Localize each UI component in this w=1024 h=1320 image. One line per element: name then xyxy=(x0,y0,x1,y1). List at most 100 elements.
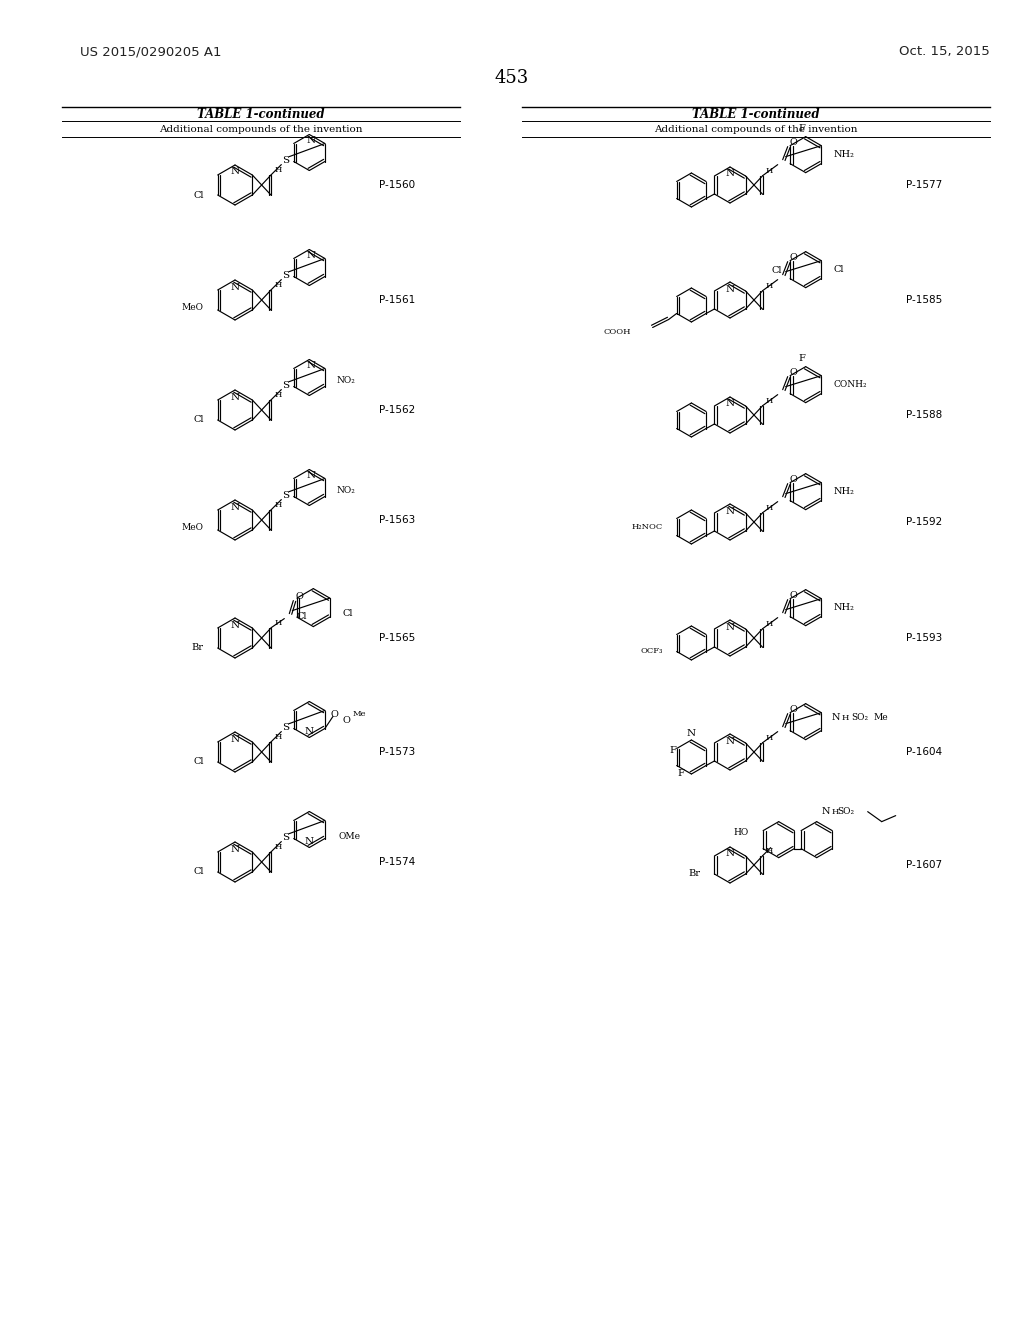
Text: O: O xyxy=(295,593,303,601)
Text: F: F xyxy=(678,768,685,777)
Text: P-1604: P-1604 xyxy=(906,747,942,756)
Text: P-1593: P-1593 xyxy=(906,634,942,643)
Text: H₂NOC: H₂NOC xyxy=(631,523,663,531)
Text: S: S xyxy=(282,156,289,165)
Text: OMe: OMe xyxy=(339,832,360,841)
Text: P-1585: P-1585 xyxy=(906,294,942,305)
Text: N: N xyxy=(230,734,240,743)
Text: H: H xyxy=(274,281,282,289)
Text: H: H xyxy=(766,166,773,174)
Text: H: H xyxy=(274,619,282,627)
Text: P-1577: P-1577 xyxy=(906,180,942,190)
Text: P-1573: P-1573 xyxy=(379,747,415,756)
Text: N: N xyxy=(305,837,314,846)
Text: TABLE 1-continued: TABLE 1-continued xyxy=(692,107,820,120)
Text: S: S xyxy=(282,271,289,280)
Text: H: H xyxy=(842,714,849,722)
Text: N: N xyxy=(230,168,240,177)
Text: P-1562: P-1562 xyxy=(379,405,415,414)
Text: O: O xyxy=(790,139,798,147)
Text: N: N xyxy=(725,507,734,516)
Text: N: N xyxy=(307,251,315,260)
Text: MeO: MeO xyxy=(181,304,204,313)
Text: S: S xyxy=(282,491,289,500)
Text: O: O xyxy=(790,475,798,484)
Text: 453: 453 xyxy=(495,69,529,87)
Text: NH₂: NH₂ xyxy=(834,150,855,160)
Text: N: N xyxy=(307,136,315,145)
Text: N: N xyxy=(230,503,240,511)
Text: N: N xyxy=(725,623,734,631)
Text: F: F xyxy=(799,124,805,133)
Text: TABLE 1-continued: TABLE 1-continued xyxy=(198,107,325,120)
Text: SO₂: SO₂ xyxy=(838,807,854,816)
Text: O: O xyxy=(790,368,798,378)
Text: Cl: Cl xyxy=(343,609,353,618)
Text: S: S xyxy=(282,723,289,733)
Text: N: N xyxy=(725,285,734,293)
Text: P-1588: P-1588 xyxy=(906,411,942,420)
Text: N: N xyxy=(687,730,696,738)
Text: P-1563: P-1563 xyxy=(379,515,415,525)
Text: Cl: Cl xyxy=(194,190,204,199)
Text: H: H xyxy=(274,733,282,741)
Text: P-1560: P-1560 xyxy=(379,180,415,190)
Text: Cl: Cl xyxy=(772,267,782,275)
Text: Cl: Cl xyxy=(297,612,307,622)
Text: NO₂: NO₂ xyxy=(337,376,355,385)
Text: O: O xyxy=(790,591,798,601)
Text: N: N xyxy=(230,392,240,401)
Text: N: N xyxy=(305,727,314,737)
Text: N: N xyxy=(725,400,734,408)
Text: Additional compounds of the invention: Additional compounds of the invention xyxy=(654,124,858,133)
Text: P-1561: P-1561 xyxy=(379,294,415,305)
Text: H: H xyxy=(274,165,282,174)
Text: H: H xyxy=(766,619,773,627)
Text: O: O xyxy=(790,253,798,263)
Text: N: N xyxy=(831,713,840,722)
Text: P-1592: P-1592 xyxy=(906,517,942,527)
Text: O: O xyxy=(790,705,798,714)
Text: N: N xyxy=(725,737,734,746)
Text: H: H xyxy=(833,808,840,816)
Text: P-1565: P-1565 xyxy=(379,634,415,643)
Text: NH₂: NH₂ xyxy=(834,487,855,496)
Text: H: H xyxy=(766,504,773,512)
Text: MeO: MeO xyxy=(181,524,204,532)
Text: Cl: Cl xyxy=(194,867,204,876)
Text: N: N xyxy=(307,471,315,480)
Text: COOH: COOH xyxy=(603,327,631,335)
Text: F: F xyxy=(799,354,805,363)
Text: H: H xyxy=(274,391,282,399)
Text: O: O xyxy=(331,710,339,719)
Text: S: S xyxy=(282,381,289,391)
Text: N: N xyxy=(230,620,240,630)
Text: OCF₃: OCF₃ xyxy=(640,647,663,655)
Text: US 2015/0290205 A1: US 2015/0290205 A1 xyxy=(80,45,221,58)
Text: H: H xyxy=(766,281,773,289)
Text: N: N xyxy=(821,807,829,816)
Text: NO₂: NO₂ xyxy=(337,486,355,495)
Text: Me: Me xyxy=(352,710,366,718)
Text: Br: Br xyxy=(191,644,204,652)
Text: N: N xyxy=(230,845,240,854)
Text: Oct. 15, 2015: Oct. 15, 2015 xyxy=(899,45,989,58)
Text: H: H xyxy=(274,842,282,850)
Text: H: H xyxy=(274,500,282,508)
Text: P-1607: P-1607 xyxy=(906,861,942,870)
Text: Cl: Cl xyxy=(834,265,844,275)
Text: Cl: Cl xyxy=(194,416,204,425)
Text: P-1574: P-1574 xyxy=(379,857,415,867)
Text: H: H xyxy=(766,734,773,742)
Text: N: N xyxy=(230,282,240,292)
Text: HO: HO xyxy=(733,828,749,837)
Text: N: N xyxy=(725,169,734,178)
Text: S: S xyxy=(282,833,289,842)
Text: H: H xyxy=(766,396,773,405)
Text: N: N xyxy=(725,850,734,858)
Text: H: H xyxy=(766,846,773,854)
Text: Br: Br xyxy=(688,870,700,879)
Text: Additional compounds of the invention: Additional compounds of the invention xyxy=(160,124,362,133)
Text: O: O xyxy=(343,715,351,725)
Text: CONH₂: CONH₂ xyxy=(834,380,867,389)
